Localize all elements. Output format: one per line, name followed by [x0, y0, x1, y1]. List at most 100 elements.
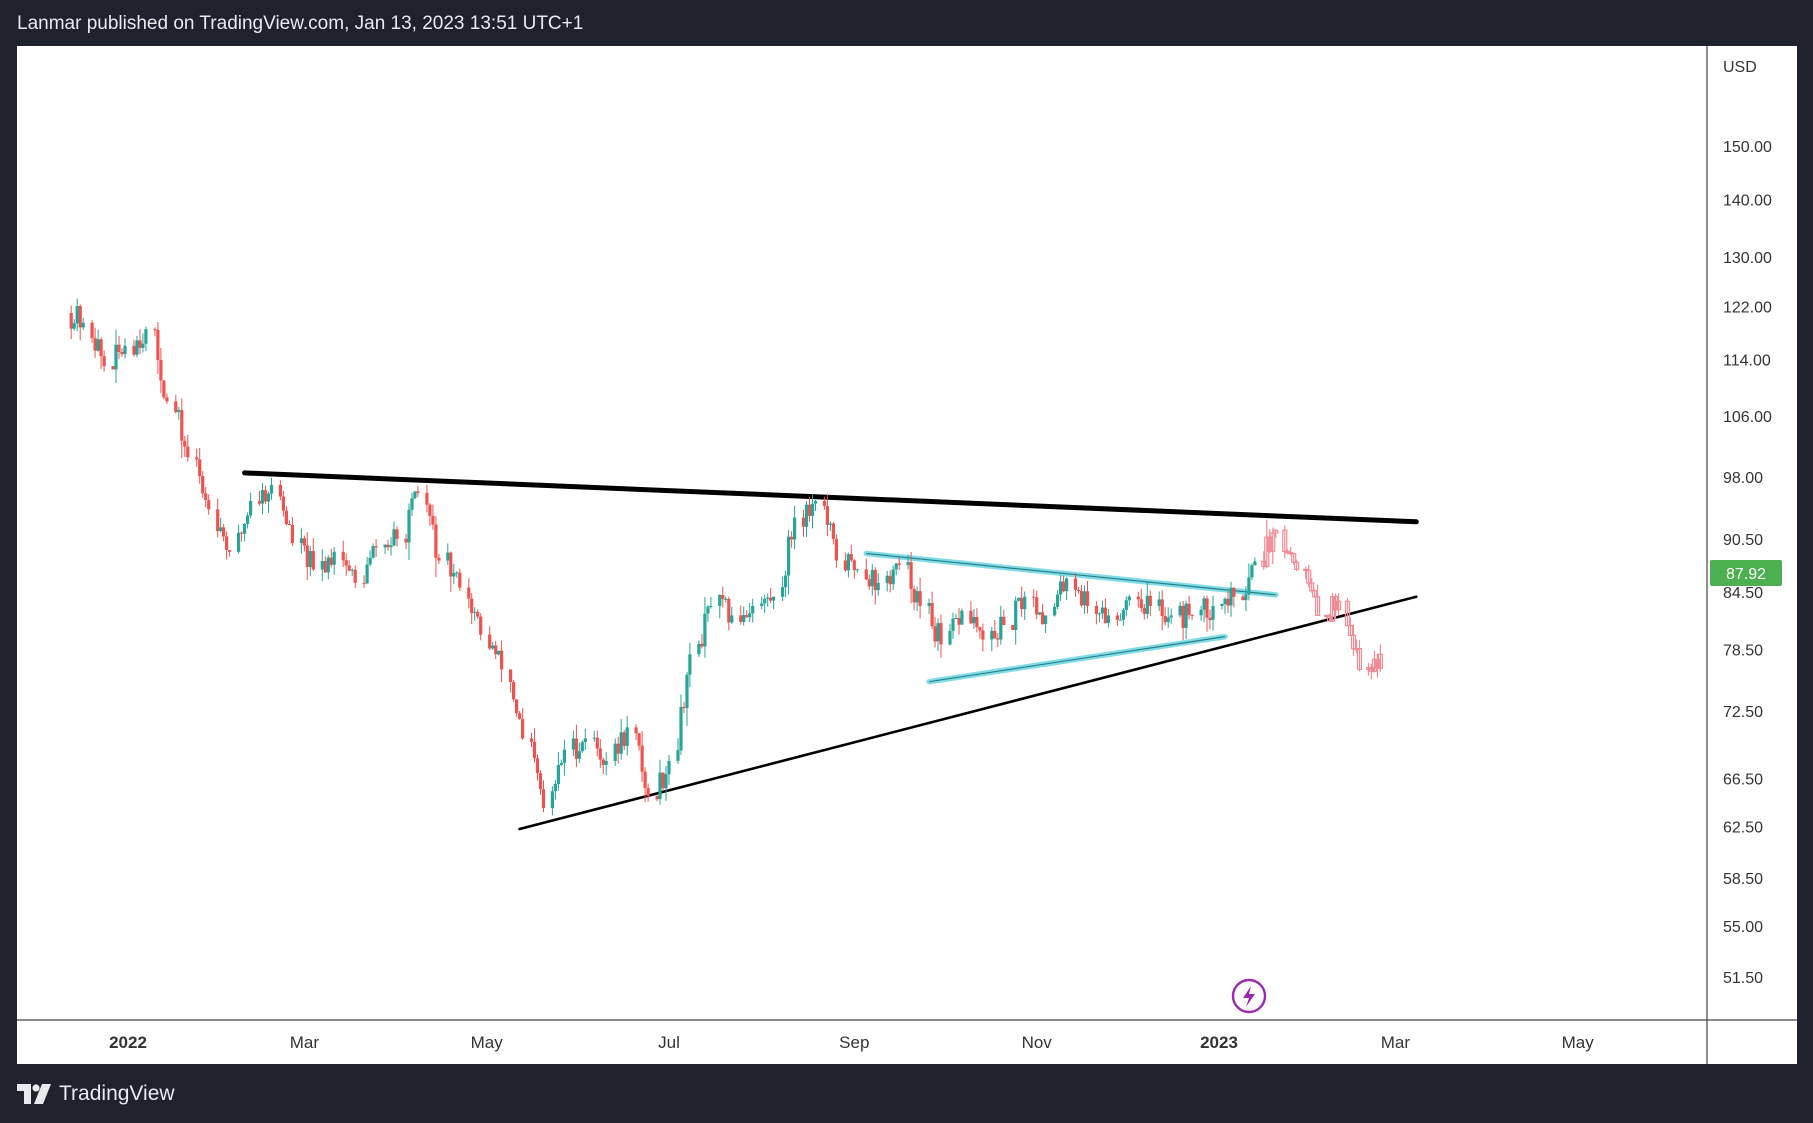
- candle-body: [195, 457, 199, 460]
- candle-body: [957, 618, 961, 625]
- candle-body: [500, 650, 504, 670]
- candle-body: [290, 524, 294, 544]
- projection-candle-body: [1350, 634, 1357, 650]
- candle-body: [661, 772, 665, 789]
- trendlines-layer[interactable]: [242, 470, 1419, 831]
- candle-body: [556, 765, 560, 784]
- candle-body: [1205, 598, 1209, 618]
- candle-body: [571, 738, 575, 750]
- tradingview-logo[interactable]: TradingView: [17, 1082, 175, 1106]
- publisher-line: Lanmar published on TradingView.com, Jan…: [17, 13, 584, 34]
- candle-body: [249, 501, 253, 516]
- candle-body: [470, 598, 474, 614]
- candle-body: [592, 737, 596, 739]
- projection-candle-body: [1306, 569, 1312, 584]
- candle-body: [362, 582, 366, 584]
- x-tick-label: May: [471, 1033, 504, 1052]
- y-tick-label: 58.50: [1723, 871, 1763, 888]
- candle-body: [1223, 598, 1227, 604]
- projection-candle-body: [1347, 624, 1354, 636]
- candle-body: [1100, 607, 1104, 614]
- candle-body: [781, 587, 785, 597]
- y-tick-label: 114.00: [1723, 352, 1771, 369]
- candle-body: [933, 626, 937, 642]
- candle-body: [75, 306, 79, 324]
- candle-body: [1017, 597, 1021, 601]
- candle-body: [625, 727, 629, 746]
- projection-candle-body: [1294, 561, 1300, 571]
- candle-body: [927, 603, 931, 606]
- candle-body: [1220, 604, 1224, 606]
- candle-body: [410, 498, 414, 510]
- candle-body: [159, 360, 163, 381]
- candle-body: [204, 493, 208, 500]
- candle-body: [577, 751, 581, 759]
- price-axis[interactable]: 150.00 140.00 130.00 122.00 114.00 106.00 98.0…: [1723, 139, 1772, 987]
- candle-body: [488, 634, 492, 649]
- candle-body: [174, 401, 178, 413]
- candle-body: [1044, 615, 1048, 624]
- projection-candle-body: [1326, 615, 1333, 622]
- candle-body: [1041, 612, 1045, 625]
- candle-body: [305, 545, 309, 567]
- lightning-bolt-icon[interactable]: [1231, 978, 1267, 1014]
- candle-body: [1035, 597, 1039, 615]
- candle-body: [383, 544, 387, 548]
- candle-body: [392, 529, 396, 546]
- candlestick-chart[interactable]: USD 150.00 140.00 130.00 122.00 114.00 106.00…: [17, 46, 1797, 1064]
- candle-body: [458, 572, 462, 588]
- candle-body: [1190, 614, 1194, 616]
- cyan-channel-trendline-core: [866, 552, 1276, 596]
- projection-candle-body: [1368, 666, 1375, 672]
- candle-body: [69, 313, 73, 329]
- candle-body: [643, 771, 647, 789]
- candle-body: [936, 623, 940, 642]
- candle-body: [509, 669, 513, 682]
- candle-body: [700, 643, 704, 647]
- currency-label: USD: [1723, 59, 1757, 76]
- candle-body: [990, 630, 994, 640]
- candle-body: [278, 484, 282, 497]
- candle-body: [374, 546, 378, 548]
- time-axis[interactable]: 2022 Mar May Jul Sep Nov 2023 Mar May: [109, 1033, 1594, 1052]
- candle-body: [960, 610, 964, 625]
- y-tick-label: 62.50: [1723, 820, 1763, 837]
- candle-body: [1079, 591, 1084, 606]
- candle-body: [619, 732, 623, 754]
- candle-body: [1211, 606, 1215, 620]
- candle-body: [428, 504, 432, 516]
- candle-body: [885, 575, 889, 583]
- last-price-badge: 87.92: [1710, 560, 1782, 586]
- candle-body: [395, 529, 399, 539]
- candle-body: [497, 650, 501, 655]
- candle-body: [1250, 565, 1254, 578]
- projection-candle-body: [1329, 595, 1336, 622]
- candle-body: [123, 345, 127, 355]
- candle-body: [512, 682, 516, 700]
- candle-body: [825, 506, 829, 525]
- candle-body: [1085, 591, 1090, 607]
- candle-body: [751, 606, 755, 614]
- y-tick-label: 130.00: [1723, 250, 1772, 267]
- candle-body: [260, 490, 265, 504]
- candle-body: [491, 645, 495, 649]
- y-tick-label: 150.00: [1723, 139, 1772, 156]
- x-tick-label: 2022: [109, 1033, 147, 1052]
- candle-body: [102, 356, 106, 367]
- chart-panel[interactable]: USD 150.00 140.00 130.00 122.00 114.00 106.00…: [17, 46, 1797, 1064]
- candle-body: [1053, 606, 1057, 616]
- candle-body: [873, 569, 877, 591]
- candle-body: [1121, 610, 1125, 620]
- axes: USD: [17, 46, 1797, 1064]
- resistance-trendline[interactable]: [242, 470, 1419, 525]
- y-tick-label: 106.00: [1723, 409, 1772, 426]
- publisher-header: Lanmar published on TradingView.com, Jan…: [0, 0, 1813, 46]
- candle-body: [930, 603, 934, 627]
- candle-body: [455, 572, 459, 574]
- cyan-channel-trendline-core: [929, 636, 1226, 683]
- candle-body: [467, 587, 471, 599]
- candle-body: [243, 523, 247, 534]
- support-trendline[interactable]: [518, 595, 1418, 831]
- candle-body: [682, 706, 686, 708]
- candle-body: [237, 532, 241, 552]
